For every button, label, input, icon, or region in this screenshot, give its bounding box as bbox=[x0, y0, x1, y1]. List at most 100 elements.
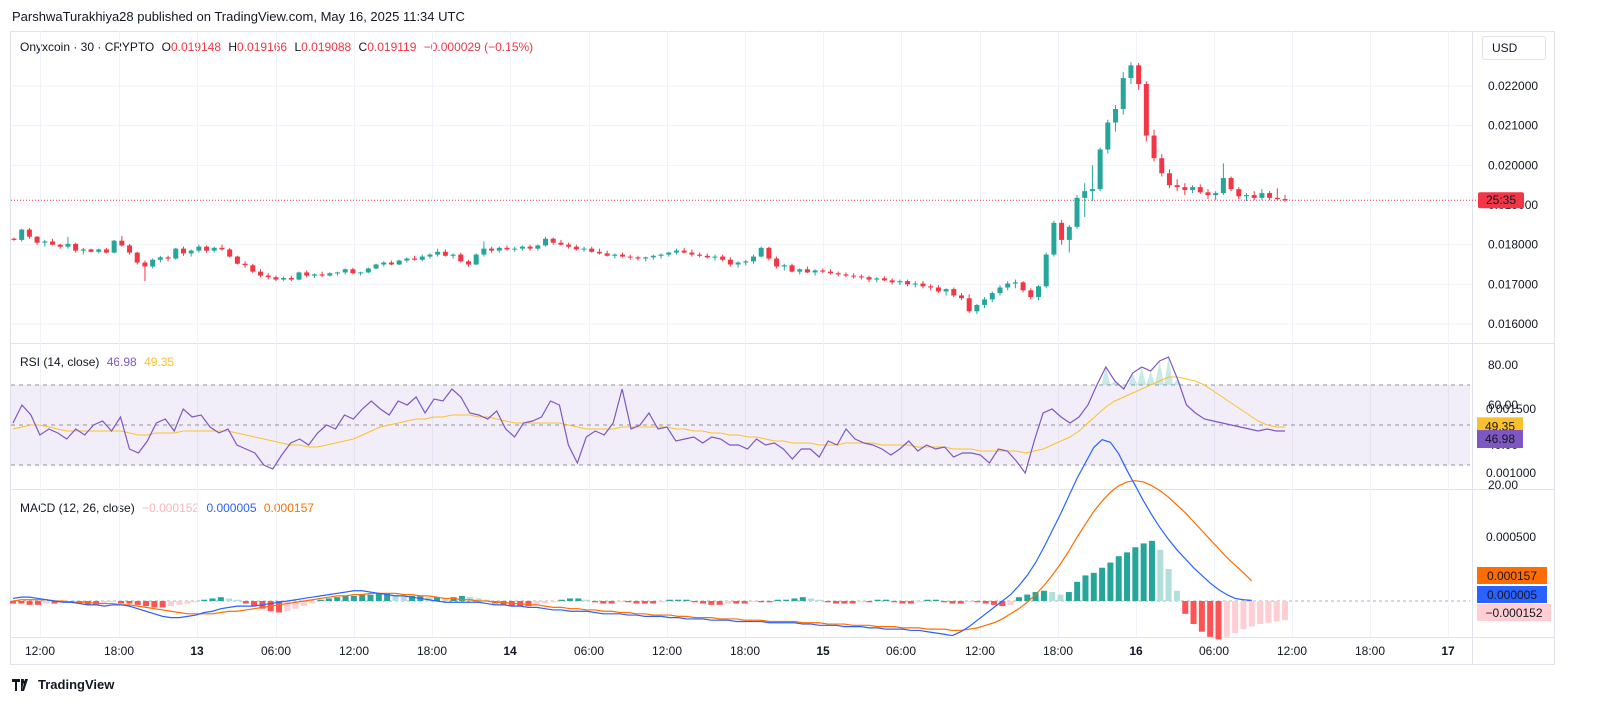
macd-histogram-bar bbox=[68, 601, 75, 603]
tradingview-logo[interactable]: TradingView bbox=[12, 677, 114, 692]
candle-body bbox=[350, 269, 356, 274]
macd-histogram-bar bbox=[1173, 590, 1180, 601]
candle-body bbox=[273, 277, 279, 280]
macd-histogram-bar bbox=[1024, 594, 1031, 601]
macd-histogram-bar bbox=[292, 601, 299, 609]
symbol-name[interactable]: Onyxcoin · 30 · CRYPTO bbox=[20, 40, 155, 54]
macd-histogram-bar bbox=[824, 601, 831, 603]
candle-body bbox=[612, 254, 618, 256]
candle-body bbox=[566, 244, 572, 247]
candle-body bbox=[858, 276, 864, 278]
macd-histogram-bar bbox=[907, 601, 914, 604]
price-tick-label: 0.022000 bbox=[1488, 79, 1538, 93]
macd-histogram-bar bbox=[409, 595, 416, 601]
candle-body bbox=[1259, 193, 1265, 198]
chart-frame bbox=[10, 31, 1555, 665]
candle-body bbox=[88, 249, 94, 252]
candle-body bbox=[265, 275, 271, 278]
macd-histogram-bar bbox=[783, 599, 790, 601]
time-tick-label: 18:00 bbox=[730, 644, 760, 658]
candle-body bbox=[797, 269, 803, 272]
macd-histogram-bar bbox=[276, 601, 283, 613]
macd-histogram-bar bbox=[525, 601, 532, 607]
macd-histogram-bar bbox=[591, 601, 598, 603]
macd-histogram-bar bbox=[1124, 552, 1131, 601]
candle-body bbox=[643, 257, 649, 259]
candle-body bbox=[1051, 222, 1057, 255]
macd-histogram-bar bbox=[567, 598, 574, 601]
candle-body bbox=[1120, 78, 1126, 110]
macd-histogram-bar bbox=[367, 594, 374, 601]
candle-body bbox=[774, 258, 780, 267]
macd-histogram-bar bbox=[434, 597, 440, 601]
candle-body bbox=[173, 248, 179, 259]
macd-histogram-bar bbox=[201, 599, 208, 601]
currency-button[interactable]: USD bbox=[1482, 36, 1546, 60]
candle-body bbox=[897, 281, 903, 283]
candle-body bbox=[73, 243, 79, 251]
macd-title[interactable]: MACD (12, 26, close) bbox=[20, 501, 135, 515]
macd-histogram-bar bbox=[550, 601, 557, 603]
candle-body bbox=[1066, 226, 1072, 240]
time-tick-label: 06:00 bbox=[886, 644, 916, 658]
candle-body bbox=[481, 248, 487, 255]
macd-histogram-bar bbox=[176, 601, 183, 605]
macd-histogram-bar bbox=[957, 601, 964, 604]
macd-histogram-bar bbox=[450, 597, 457, 601]
macd-histogram-bar bbox=[1007, 601, 1014, 605]
candle-body bbox=[958, 295, 964, 299]
candle-body bbox=[943, 289, 949, 292]
macd-histogram-bar bbox=[325, 598, 332, 601]
candle-body bbox=[234, 256, 240, 264]
close-value: 0.019119 bbox=[367, 40, 417, 54]
macd-histogram-bar bbox=[234, 599, 241, 601]
macd-histogram-bar bbox=[1099, 567, 1106, 601]
candle-body bbox=[673, 250, 679, 253]
macd-histogram-bar bbox=[866, 601, 873, 603]
macd-histogram-bar bbox=[1032, 592, 1039, 601]
macd-histogram-bar bbox=[999, 601, 1006, 607]
macd-histogram-bar bbox=[384, 593, 391, 601]
macd-histogram-bar bbox=[442, 598, 449, 601]
macd-histogram-bar bbox=[51, 601, 58, 604]
candle-body bbox=[1182, 187, 1188, 190]
macd-value: 0.000005 bbox=[206, 501, 257, 515]
macd-histogram-bar bbox=[758, 601, 765, 603]
candle-body bbox=[388, 262, 394, 265]
time-tick-label: 13 bbox=[190, 644, 204, 658]
candle-body bbox=[465, 261, 471, 265]
candle-body bbox=[134, 252, 140, 263]
rsi-legend: RSI (14, close) 46.98 49.35 bbox=[20, 355, 178, 369]
candle-body bbox=[658, 254, 664, 256]
candle-body bbox=[727, 259, 733, 265]
rsi-title[interactable]: RSI (14, close) bbox=[20, 355, 100, 369]
macd-histogram-bar bbox=[284, 601, 291, 612]
candle-body bbox=[227, 249, 233, 257]
macd-histogram-bar bbox=[982, 601, 989, 604]
macd-histogram-bar bbox=[774, 599, 781, 601]
macd-histogram-bar bbox=[924, 599, 931, 601]
candle-body bbox=[1089, 189, 1095, 192]
macd-line bbox=[12, 439, 1252, 637]
candle-body bbox=[1059, 222, 1065, 240]
macd-histogram-bar bbox=[1132, 547, 1139, 601]
candle-body bbox=[789, 265, 795, 272]
price-tick-label: 0.017000 bbox=[1488, 277, 1538, 291]
time-tick-label: 16 bbox=[1129, 644, 1143, 658]
candle-body bbox=[828, 271, 834, 274]
time-tick-label: 06:00 bbox=[1199, 644, 1229, 658]
macd-histogram-bar bbox=[34, 601, 41, 605]
rsi-tag-bg bbox=[1477, 430, 1523, 449]
candle-body bbox=[627, 256, 633, 258]
publish-header: ParshwaTurakhiya28 published on TradingV… bbox=[12, 9, 465, 24]
candle-body bbox=[50, 241, 56, 245]
price-tick-label: 0.016000 bbox=[1488, 317, 1538, 331]
candle-body bbox=[1005, 283, 1011, 288]
candle-body bbox=[1220, 178, 1226, 194]
macd-histogram-bar bbox=[101, 601, 108, 604]
candle-body bbox=[820, 270, 826, 272]
candle-body bbox=[982, 299, 988, 305]
macd-histogram-bar bbox=[675, 599, 682, 601]
macd-histogram-bar bbox=[1057, 594, 1064, 601]
macd-histogram-bar bbox=[625, 601, 632, 603]
